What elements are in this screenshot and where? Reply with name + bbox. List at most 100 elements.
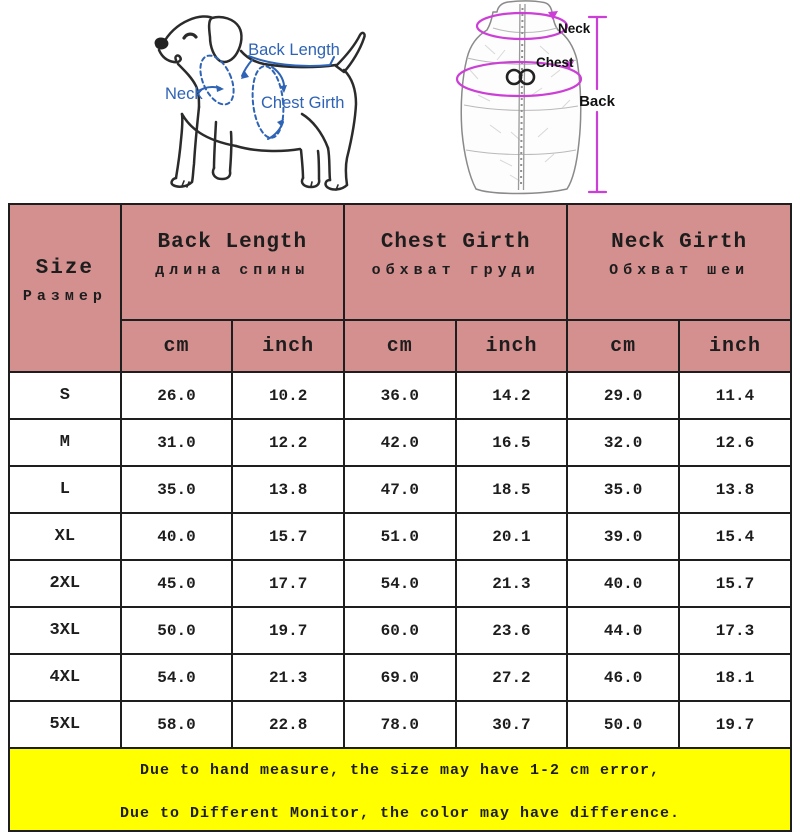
value-cell: 11.4 <box>677 371 793 420</box>
value-cell: 16.5 <box>454 418 569 467</box>
vest-arrowheads <box>548 11 574 70</box>
value-cell: 31.0 <box>119 418 234 467</box>
value-cell: 21.3 <box>454 559 569 608</box>
value-cell: 14.2 <box>454 371 569 420</box>
header-row-units: cm inch cm inch cm inch <box>9 319 793 373</box>
back-length-header-en: Back Length <box>157 231 308 254</box>
size-cell: M <box>8 418 122 467</box>
col-header-size: Size Размер <box>8 203 122 373</box>
back-length-header-ru: длина спины <box>155 262 310 279</box>
value-cell: 13.8 <box>677 465 793 514</box>
value-cell: 44.0 <box>566 606 680 655</box>
dog-nose <box>154 37 169 50</box>
table-row: L 35.0 13.8 47.0 18.5 35.0 13.8 <box>8 465 793 514</box>
neck-girth-header-en: Neck Girth <box>611 231 748 254</box>
value-cell: 27.2 <box>454 653 569 702</box>
value-cell: 54.0 <box>119 653 234 702</box>
value-cell: 39.0 <box>566 512 680 561</box>
table-row: M 31.0 12.2 42.0 16.5 32.0 12.6 <box>8 418 793 467</box>
dog-chest-girth-label: Chest Girth <box>261 94 344 112</box>
dog-measurement-lines <box>196 54 335 140</box>
chest-girth-header-ru: обхват груди <box>371 262 540 279</box>
vest-neck-label: Neck <box>558 21 591 36</box>
dog-diagram: Back Length Neck Chest Girth <box>154 15 366 191</box>
dog-neck-girth-ellipse <box>199 54 235 106</box>
unit-back-length-inch: inch <box>231 319 345 373</box>
value-cell: 69.0 <box>342 653 457 702</box>
value-cell: 29.0 <box>566 371 680 420</box>
unit-neck-girth-inch: inch <box>677 319 793 373</box>
header-row-main: Size Размер Back Length длина спины Ches… <box>8 203 792 373</box>
value-cell: 78.0 <box>342 700 457 749</box>
value-cell: 60.0 <box>342 606 457 655</box>
value-cell: 17.3 <box>677 606 793 655</box>
vest-d-ring <box>505 68 536 86</box>
dog-back-length-line <box>248 55 335 67</box>
vest-crinkles <box>469 44 571 182</box>
value-cell: 15.7 <box>231 512 345 561</box>
value-cell: 21.3 <box>231 653 345 702</box>
neck-girth-header-ru: Обхват шеи <box>609 262 750 279</box>
size-cell: 5XL <box>8 700 122 749</box>
vest-neck-girth-ellipse <box>475 11 569 41</box>
value-cell: 46.0 <box>566 653 680 702</box>
table-row: 4XL 54.0 21.3 69.0 27.2 46.0 18.1 <box>8 653 793 702</box>
size-cell: 2XL <box>8 559 122 608</box>
vest-diagram: Neck Chest Back <box>455 0 616 195</box>
col-header-chest-girth: Chest Girth обхват груди <box>342 203 569 321</box>
table-row: S 26.0 10.2 36.0 14.2 29.0 11.4 <box>8 371 793 420</box>
value-cell: 50.0 <box>119 606 234 655</box>
value-cell: 42.0 <box>342 418 457 467</box>
value-cell: 26.0 <box>119 371 234 420</box>
unit-back-length-cm: cm <box>119 319 234 373</box>
measurement-diagrams: Back Length Neck Chest Girth <box>0 0 800 203</box>
col-header-back-length: Back Length длина спины <box>119 203 345 321</box>
value-cell: 22.8 <box>231 700 345 749</box>
size-header-ru: Размер <box>22 288 107 305</box>
dog-line-drawing <box>157 15 366 191</box>
size-chart-table: Size Размер Back Length длина спины Ches… <box>8 203 793 832</box>
value-cell: 20.1 <box>454 512 569 561</box>
value-cell: 35.0 <box>566 465 680 514</box>
table-row: 3XL 50.0 19.7 60.0 23.6 44.0 17.3 <box>8 606 793 655</box>
value-cell: 32.0 <box>566 418 680 467</box>
value-cell: 15.4 <box>677 512 793 561</box>
dog-neck-label: Neck <box>165 85 203 103</box>
value-cell: 40.0 <box>119 512 234 561</box>
value-cell: 30.7 <box>454 700 569 749</box>
vest-back-label: Back <box>579 93 616 110</box>
value-cell: 17.7 <box>231 559 345 608</box>
table-row: XL 40.0 15.7 51.0 20.1 39.0 15.4 <box>8 512 793 561</box>
unit-chest-girth-cm: cm <box>342 319 457 373</box>
value-cell: 13.8 <box>231 465 345 514</box>
table-row: 2XL 45.0 17.7 54.0 21.3 40.0 15.7 <box>8 559 793 608</box>
value-cell: 35.0 <box>119 465 234 514</box>
vest-chest-label: Chest <box>536 55 574 70</box>
unit-neck-girth-cm: cm <box>566 319 680 373</box>
value-cell: 12.2 <box>231 418 345 467</box>
dog-arrowheads <box>216 70 287 127</box>
value-cell: 54.0 <box>342 559 457 608</box>
value-cell: 58.0 <box>119 700 234 749</box>
value-cell: 40.0 <box>566 559 680 608</box>
size-header-en: Size <box>35 257 95 280</box>
value-cell: 47.0 <box>342 465 457 514</box>
value-cell: 23.6 <box>454 606 569 655</box>
value-cell: 51.0 <box>342 512 457 561</box>
size-cell: 4XL <box>8 653 122 702</box>
footer-row: Due to hand measure, the size may have 1… <box>8 747 792 832</box>
value-cell: 12.6 <box>677 418 793 467</box>
vest-measurement-lines <box>455 11 608 194</box>
size-cell: 3XL <box>8 606 122 655</box>
value-cell: 19.7 <box>231 606 345 655</box>
vest-chest-girth-ellipse <box>455 60 583 98</box>
size-cell: S <box>8 371 122 420</box>
notice-line-2: Due to Different Monitor, the color may … <box>119 804 681 822</box>
value-cell: 36.0 <box>342 371 457 420</box>
size-cell: XL <box>8 512 122 561</box>
value-cell: 19.7 <box>677 700 793 749</box>
dog-back-length-label: Back Length <box>248 41 340 59</box>
table-row: 5XL 58.0 22.8 78.0 30.7 50.0 19.7 <box>8 700 793 749</box>
notice-line-1: Due to hand measure, the size may have 1… <box>139 761 661 779</box>
value-cell: 10.2 <box>231 371 345 420</box>
